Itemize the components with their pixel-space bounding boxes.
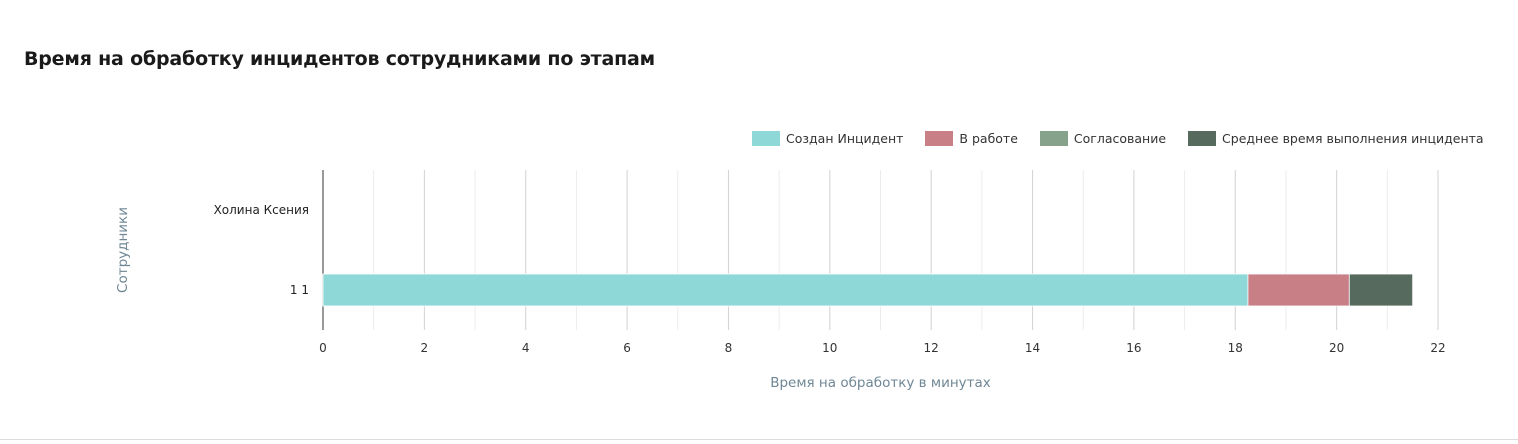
x-tick-label: 16: [1126, 341, 1141, 355]
legend-label-approval: Согласование: [1073, 131, 1167, 146]
bar-segment-created: [322, 273, 1249, 307]
y-axis-title: Сотрудники: [115, 207, 131, 293]
x-tick-label: 0: [319, 341, 327, 355]
x-tick-label: 20: [1329, 341, 1344, 355]
x-axis-title: Время на обработку в минутах: [770, 375, 991, 391]
x-tick-label: 4: [522, 341, 530, 355]
bottom-divider: [0, 439, 1518, 440]
x-tick-label: 14: [1025, 341, 1040, 355]
legend-item-approval[interactable]: Согласование: [1039, 131, 1167, 146]
legend-swatch-in-progress: [925, 131, 954, 146]
x-tick-label: 12: [924, 341, 939, 355]
legend-swatch-approval: [1039, 131, 1068, 146]
x-tick-label: 6: [623, 341, 631, 355]
chart-title: Время на обработку инцидентов сотрудника…: [24, 48, 655, 70]
chart-legend: Создан Инцидент В работе Согласование Ср…: [752, 131, 1484, 146]
legend-label-average: Среднее время выполнения инцидента: [1222, 131, 1484, 146]
bar-segment-average: [1348, 273, 1414, 307]
legend-label-in-progress: В работе: [959, 131, 1018, 146]
legend-label-created: Создан Инцидент: [786, 131, 904, 146]
bar-segment-in-progress: [1247, 273, 1350, 307]
legend-item-average[interactable]: Среднее время выполнения инцидента: [1188, 131, 1484, 146]
y-category-label: 1 1: [290, 283, 309, 297]
legend-item-created[interactable]: Создан Инцидент: [752, 131, 903, 146]
legend-swatch-created: [752, 131, 780, 146]
x-tick-label: 8: [725, 341, 733, 355]
y-category-label: Холина Ксения: [214, 203, 309, 217]
x-tick-label: 18: [1228, 341, 1243, 355]
x-tick-label: 10: [822, 341, 837, 355]
x-tick-label: 2: [421, 341, 429, 355]
legend-item-in-progress[interactable]: В работе: [925, 131, 1018, 146]
legend-swatch-average: [1188, 131, 1217, 146]
x-tick-label: 22: [1430, 341, 1445, 355]
